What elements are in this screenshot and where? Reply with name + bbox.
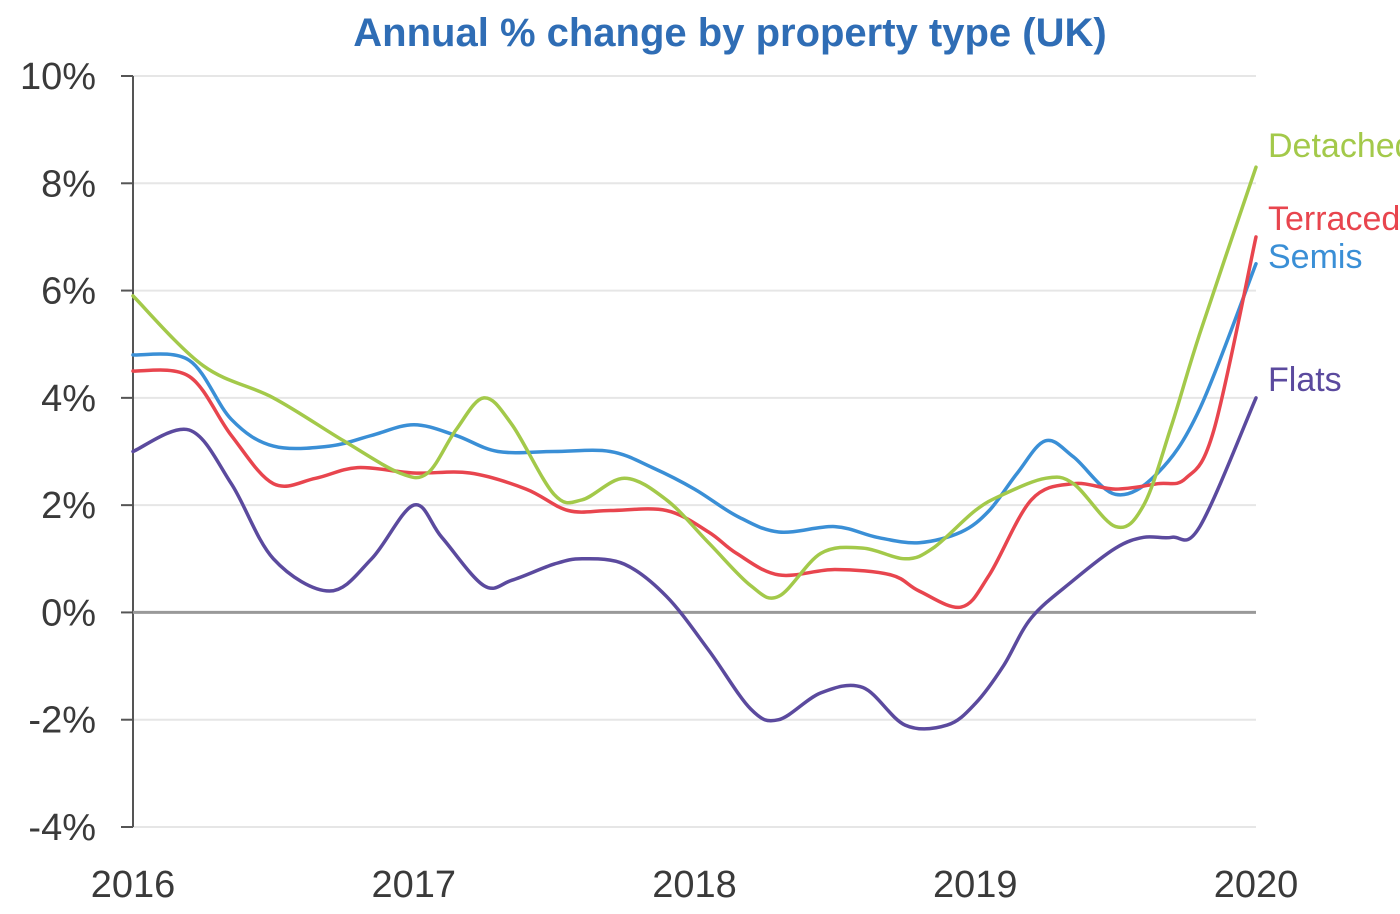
chart-title: Annual % change by property type (UK)	[353, 11, 1106, 55]
x-tick-label: 2016	[91, 864, 176, 906]
series-label-terraced: Terraced	[1268, 200, 1400, 238]
x-tick-label: 2020	[1214, 864, 1299, 906]
x-tick-label: 2018	[652, 864, 737, 906]
y-tick-label: -4%	[28, 807, 96, 849]
series-line-detached	[131, 165, 1258, 600]
series-line-semis	[131, 262, 1258, 545]
x-tick-label: 2019	[933, 864, 1018, 906]
y-tick-label: -2%	[28, 700, 96, 742]
y-tick-label: 2%	[41, 485, 96, 527]
series-line-flats	[131, 396, 1258, 731]
y-tick-label: 4%	[41, 378, 96, 420]
y-tick-label: 10%	[20, 56, 96, 98]
series-label-flats: Flats	[1268, 361, 1342, 399]
axes	[132, 76, 1256, 827]
y-tick-label: 0%	[41, 592, 96, 634]
series-lines	[131, 165, 1258, 731]
x-tick-label: 2017	[371, 864, 456, 906]
x-axis-ticks: 2016 2017 2018 2019 2020	[91, 864, 1299, 906]
series-line-terraced	[131, 235, 1258, 610]
y-axis-ticks: 10% 8% 6% 4% 2% 0% -2% -4%	[20, 56, 133, 849]
y-tick-label: 8%	[41, 163, 96, 205]
series-label-semis: Semis	[1268, 238, 1362, 276]
series-label-detached: Detached	[1268, 127, 1400, 165]
gridlines	[133, 75, 1256, 828]
y-tick-label: 6%	[41, 271, 96, 313]
